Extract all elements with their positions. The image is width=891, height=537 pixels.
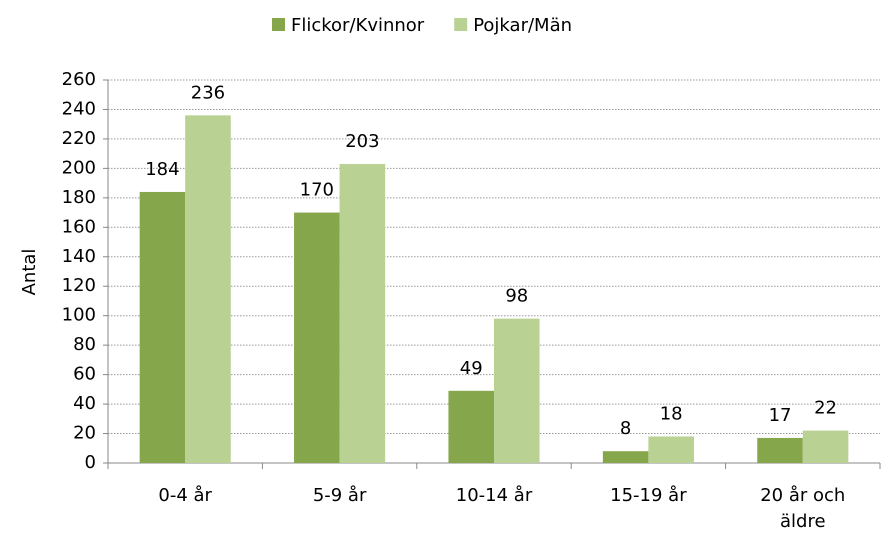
legend-swatch	[272, 18, 285, 31]
x-tick-label: 15-19 år	[610, 485, 687, 506]
y-tick-label: 120	[62, 275, 96, 296]
y-tick-label: 80	[73, 334, 96, 355]
data-label: 184	[145, 159, 179, 180]
x-tick-label: 5-9 år	[312, 485, 367, 506]
data-label: 236	[191, 82, 225, 103]
data-label: 49	[460, 358, 483, 379]
data-label: 170	[300, 180, 334, 201]
bar	[448, 390, 494, 463]
x-tick-label: 20 år och äldre	[760, 485, 846, 532]
bar	[602, 451, 649, 463]
x-tick-label: 10-14 år	[455, 485, 533, 506]
data-label: 8	[620, 418, 631, 439]
bar	[185, 115, 231, 463]
y-tick-label: 260	[62, 69, 96, 90]
x-tick-label: 0-4 år	[158, 485, 212, 506]
data-label: 18	[660, 403, 683, 424]
legend-label: Pojkar/Män	[473, 15, 572, 36]
y-tick-label: 160	[62, 216, 96, 237]
bar	[339, 163, 386, 463]
data-label: 203	[345, 131, 379, 152]
data-label: 17	[769, 405, 792, 426]
y-tick-label: 240	[62, 98, 96, 119]
bar	[494, 318, 540, 463]
bar	[294, 212, 340, 463]
legend-label: Flickor/Kvinnor	[291, 15, 425, 36]
y-tick-label: 140	[62, 246, 96, 267]
y-axis-label: Antal	[19, 249, 40, 296]
y-tick-label: 180	[62, 187, 96, 208]
bar	[139, 191, 186, 463]
y-tick-label: 60	[73, 364, 96, 385]
y-tick-label: 200	[62, 157, 96, 178]
bar	[648, 436, 694, 463]
legend-swatch	[454, 18, 468, 31]
y-tick-label: 0	[85, 452, 96, 473]
y-tick-label: 20	[73, 423, 96, 444]
y-tick-label: 100	[62, 305, 96, 326]
y-tick-label: 220	[62, 128, 96, 149]
data-label: 22	[814, 398, 837, 419]
bar	[802, 430, 849, 463]
data-label: 98	[505, 286, 528, 307]
y-tick-label: 40	[73, 393, 96, 414]
bar	[757, 437, 803, 463]
